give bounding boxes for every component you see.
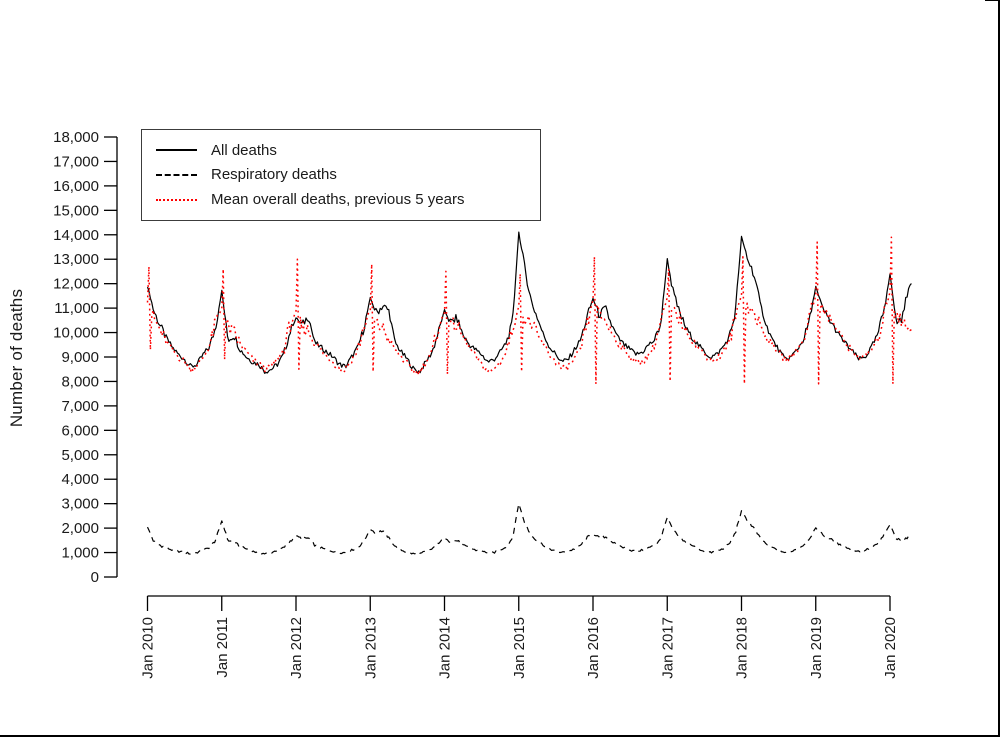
chart-legend: All deaths Respiratory deaths Mean overa…	[141, 129, 541, 221]
y-tick-label: 6,000	[61, 422, 99, 439]
x-tick-label: Jan 2013	[362, 617, 379, 679]
legend-line-sample-dashed	[156, 173, 197, 176]
x-tick-label: Jan 2011	[214, 617, 231, 678]
y-tick-label: 11,000	[54, 300, 99, 317]
x-tick-label: Jan 2018	[734, 617, 751, 679]
page-right-rule	[998, 0, 1000, 737]
legend-item-all-deaths: All deaths	[156, 139, 540, 161]
page-bottom-rule	[0, 735, 1000, 737]
y-tick-label: 1,000	[61, 545, 99, 562]
legend-line-sample-solid	[156, 149, 197, 152]
y-tick-label: 12,000	[53, 276, 99, 293]
y-axis-title: Number of deaths	[7, 288, 26, 428]
y-tick-label: 18,000	[53, 129, 99, 146]
y-tick-label: 14,000	[53, 227, 99, 244]
x-tick-label: Jan 2017	[659, 617, 676, 679]
y-tick-label: 16,000	[53, 178, 99, 195]
y-tick-label: 3,000	[61, 496, 99, 513]
y-tick-label: 10,000	[53, 325, 99, 342]
y-tick-label: 9,000	[61, 349, 99, 366]
legend-item-respiratory-deaths: Respiratory deaths	[156, 164, 540, 186]
y-tick-label: 8,000	[61, 373, 99, 390]
legend-line-sample-dotted	[156, 198, 197, 201]
legend-item-mean-overall-deaths: Mean overall deaths, previous 5 years	[156, 189, 540, 211]
x-tick-label: Jan 2019	[808, 617, 825, 679]
series-line-mean-overall-deaths-prev-5y	[146, 236, 912, 385]
y-tick-label: 13,000	[53, 251, 99, 268]
y-tick-label: 15,000	[53, 202, 99, 219]
x-tick-label: Jan 2010	[140, 617, 157, 679]
x-tick-label: Jan 2020	[882, 617, 899, 679]
x-tick-label: Jan 2016	[585, 617, 602, 679]
x-tick-label: Jan 2012	[288, 617, 305, 679]
page-top-right-rule	[985, 0, 1000, 1]
y-tick-label: 2,000	[61, 520, 99, 537]
x-tick-label: Jan 2014	[437, 617, 454, 679]
y-tick-label: 17,000	[53, 153, 99, 170]
series-line-respiratory-deaths	[146, 503, 912, 556]
y-tick-label: 0	[91, 569, 99, 586]
legend-label: Respiratory deaths	[211, 166, 337, 184]
series-line-all-deaths	[146, 231, 912, 374]
x-tick-label: Jan 2015	[511, 617, 528, 679]
y-tick-label: 4,000	[61, 471, 99, 488]
y-tick-label: 5,000	[61, 447, 99, 464]
y-tick-label: 7,000	[61, 398, 99, 415]
legend-label: Mean overall deaths, previous 5 years	[211, 191, 465, 209]
legend-label: All deaths	[211, 141, 277, 159]
